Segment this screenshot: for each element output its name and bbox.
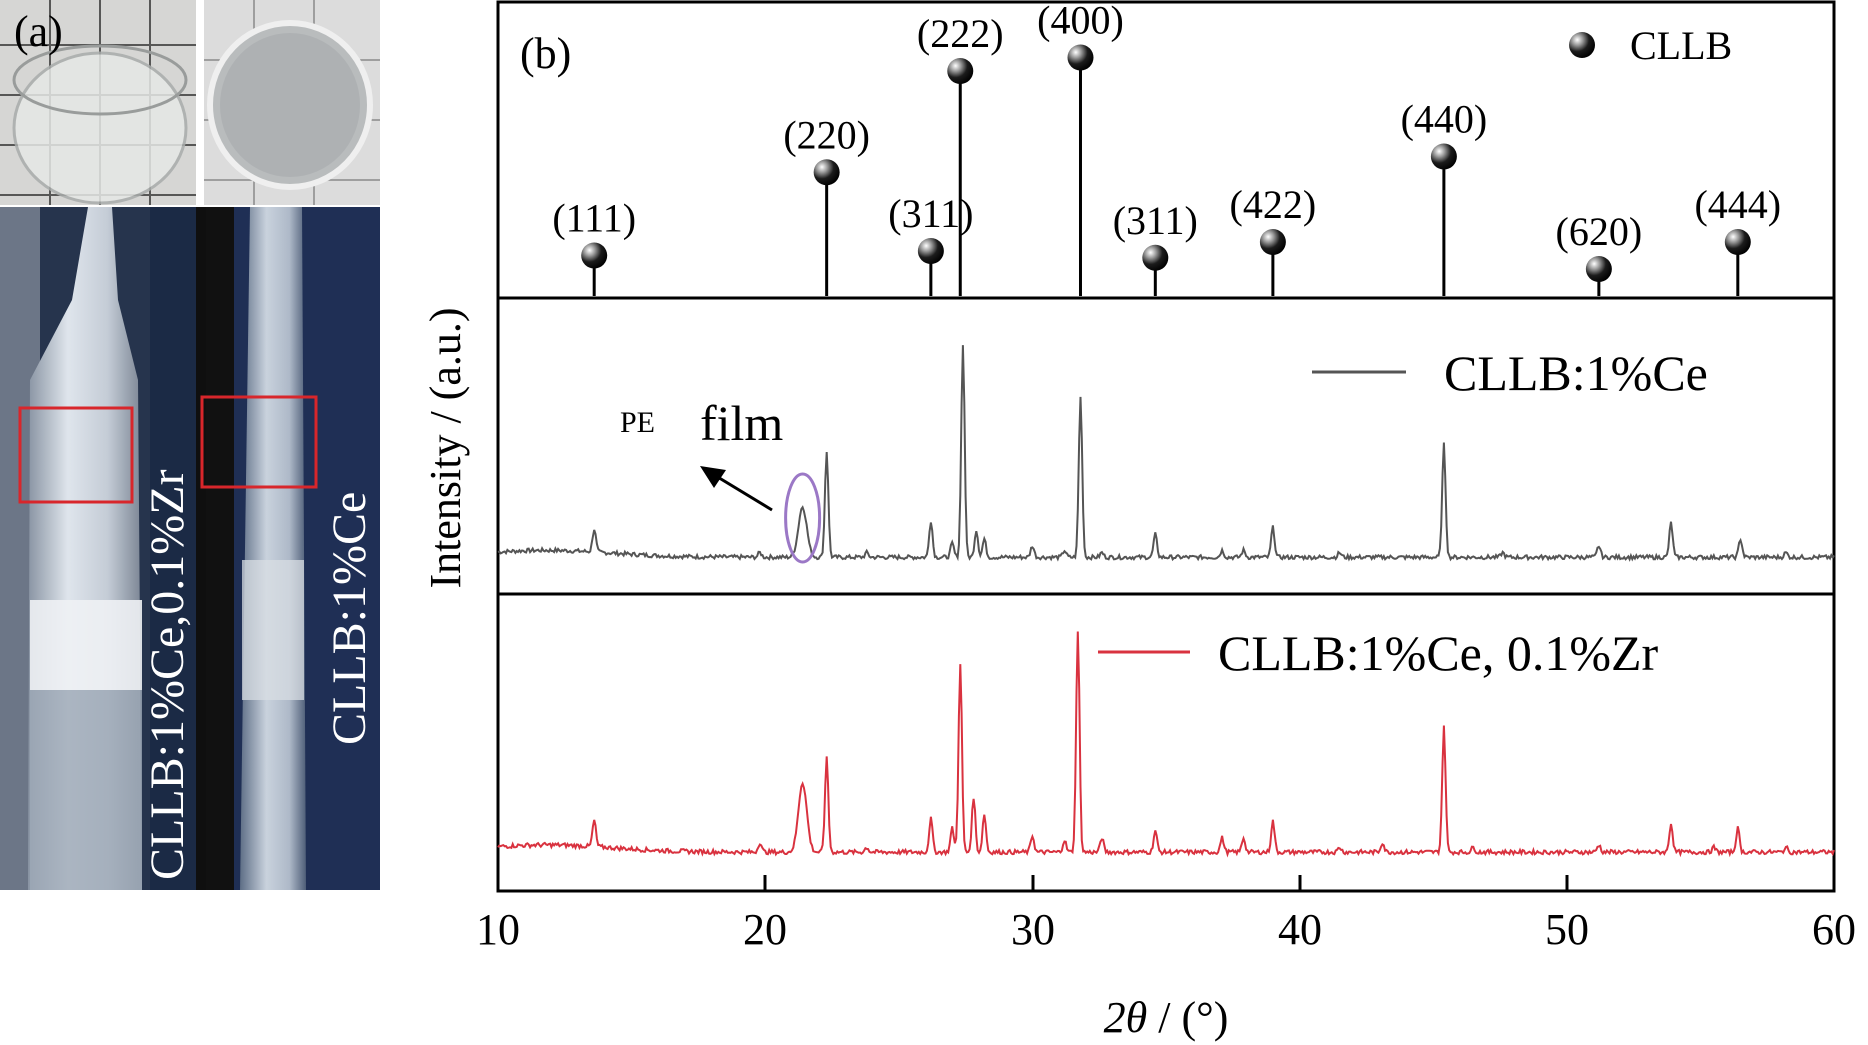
legend-cllb-ce-zr: CLLB:1%Ce, 0.1%Zr xyxy=(1098,625,1659,681)
photo-panel-a: (a) CLLB:1%Ce,0.1%Zr CLLB:1%Ce xyxy=(0,0,385,890)
reference-marker xyxy=(1724,229,1751,255)
series-line-cllb-ce xyxy=(497,345,1835,562)
reference-hkl-label: (422) xyxy=(1230,182,1317,227)
x-axis-label: 2θ / (°) xyxy=(1104,993,1229,1042)
reference-peak-7: (440) xyxy=(1401,97,1488,296)
legend-label-cllb-ce-zr: CLLB:1%Ce, 0.1%Zr xyxy=(1218,625,1659,681)
pe-label-film: film xyxy=(700,395,783,451)
reference-stick-pattern: (111)(220)(311)(222) (400)(311) (422)(440)… xyxy=(552,0,1781,296)
reference-legend: CLLB xyxy=(1569,23,1732,68)
pe-arrow-head xyxy=(700,466,726,488)
panel-label-a: (a) xyxy=(14,7,63,56)
pe-film-annotation: PE film xyxy=(620,395,822,564)
legend-label-cllb: CLLB xyxy=(1630,23,1732,68)
x-tick-20: 20 xyxy=(743,875,787,954)
pe-arrow xyxy=(715,474,773,512)
crystal-photos xyxy=(0,0,380,890)
svg-text:30: 30 xyxy=(1011,905,1055,954)
reference-hkl-label: (222) xyxy=(917,11,1004,56)
svg-text:10: 10 xyxy=(476,905,520,954)
reference-peak-0: (111) xyxy=(552,196,636,296)
x-axis-ticks: 10 20 30 40 50 60 xyxy=(476,875,1856,954)
legend-cllb-ce: CLLB:1%Ce xyxy=(1312,345,1708,401)
highlight-box-right xyxy=(200,395,318,489)
reference-peak-4: (400) xyxy=(1037,0,1124,296)
reference-marker xyxy=(947,58,974,84)
crystal-rod-left xyxy=(0,207,196,890)
pe-label-small: PE xyxy=(620,406,655,439)
pe-peak-ellipse xyxy=(784,472,822,564)
disc-photo-left xyxy=(0,0,196,205)
reference-marker xyxy=(1430,143,1457,170)
reference-peak-1: (220) xyxy=(783,112,870,296)
reference-marker xyxy=(917,238,944,264)
crystal-rod-right xyxy=(200,207,380,890)
svg-text:50: 50 xyxy=(1545,905,1589,954)
reference-hkl-label: (620) xyxy=(1556,209,1643,254)
reference-marker xyxy=(1067,44,1094,71)
reference-hkl-label: (311) xyxy=(1113,198,1198,243)
reference-hkl-label: (440) xyxy=(1401,97,1488,142)
reference-hkl-label: (400) xyxy=(1037,0,1124,43)
reference-marker xyxy=(1585,256,1612,282)
reference-peak-6: (422) xyxy=(1230,182,1317,296)
reference-hkl-label: (220) xyxy=(783,112,870,157)
reference-marker xyxy=(581,242,608,269)
x-tick-40: 40 xyxy=(1278,875,1322,954)
svg-text:20: 20 xyxy=(743,905,787,954)
x-tick-60: 60 xyxy=(1812,875,1856,954)
series-line-cllb-ce-zr xyxy=(497,631,1835,858)
legend-label-cllb-ce: CLLB:1%Ce xyxy=(1444,345,1708,401)
highlight-box-left xyxy=(18,406,134,504)
x-tick-10: 10 xyxy=(476,875,520,954)
panel-label-b: (b) xyxy=(520,29,571,78)
reference-peak-8: (620) xyxy=(1556,209,1643,296)
x-tick-30: 30 xyxy=(1011,875,1055,954)
legend-marker-cllb xyxy=(1569,32,1595,58)
reference-peak-3: (222) xyxy=(917,11,1004,296)
disc-photo-right xyxy=(204,0,380,205)
reference-marker xyxy=(813,159,840,186)
reference-marker xyxy=(1142,244,1169,271)
svg-text:60: 60 xyxy=(1812,905,1856,954)
reference-peak-5: (311) xyxy=(1113,198,1198,296)
reference-hkl-label: (444) xyxy=(1694,182,1781,227)
plot-frame xyxy=(496,0,1836,893)
reference-marker xyxy=(1259,229,1286,255)
reference-peak-9: (444) xyxy=(1694,182,1781,296)
y-axis-label: Intensity / (a.u.) xyxy=(421,307,470,588)
svg-text:40: 40 xyxy=(1278,905,1322,954)
reference-hkl-label: (111) xyxy=(552,196,636,241)
x-tick-50: 50 xyxy=(1545,875,1589,954)
